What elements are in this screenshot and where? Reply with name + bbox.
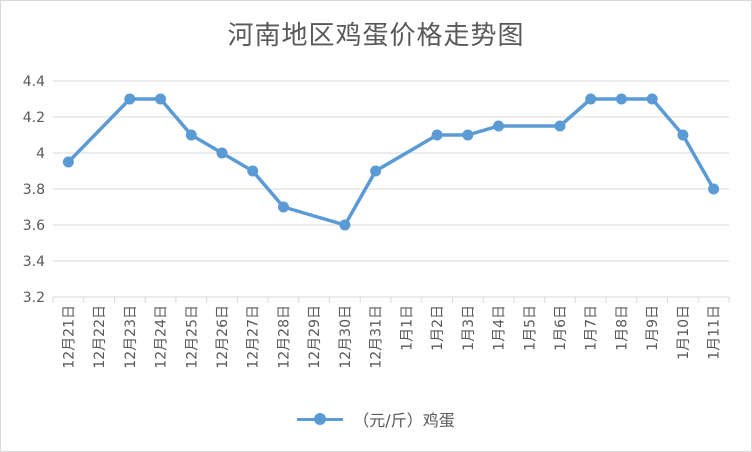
data-point: [431, 129, 443, 141]
series-line: [66, 97, 716, 227]
chart-legend: （元/斤）鸡蛋: [1, 407, 751, 431]
y-tick-label: 4.4: [23, 74, 45, 90]
x-tick-label: 1月8日: [614, 305, 630, 351]
x-tick-label: 1月10日: [676, 305, 692, 360]
x-tick-label: 12月26日: [215, 305, 231, 369]
x-tick-label: 12月30日: [338, 305, 354, 369]
data-point: [615, 93, 627, 105]
x-tick-label: 12月29日: [307, 305, 323, 369]
y-tick-label: 3.8: [23, 182, 45, 198]
legend-series-marker: [297, 412, 344, 426]
x-tick-label: 1月3日: [461, 305, 477, 351]
y-tick-label: 3.4: [23, 254, 45, 270]
data-point: [646, 93, 658, 105]
data-point: [124, 93, 136, 105]
data-point: [493, 120, 505, 132]
data-point: [277, 201, 289, 213]
x-tick-label: 12月24日: [154, 305, 170, 369]
x-tick-label: 12月25日: [184, 305, 200, 369]
x-tick-label: 1月1日: [399, 305, 415, 351]
x-tick-label: 1月2日: [430, 305, 446, 351]
data-point: [370, 165, 382, 177]
x-tick-label: 12月23日: [123, 305, 139, 369]
y-tick-label: 3.6: [23, 218, 45, 234]
data-point: [247, 165, 259, 177]
x-tick-label: 1月4日: [492, 305, 508, 351]
data-point: [708, 183, 720, 195]
data-point: [677, 129, 689, 141]
data-point: [62, 156, 74, 168]
x-tick-label: 12月31日: [369, 305, 385, 369]
x-tick-label: 12月21日: [61, 305, 77, 369]
legend-series-label: （元/斤）鸡蛋: [353, 411, 455, 430]
chart-title: 河南地区鸡蛋价格走势图: [227, 21, 525, 51]
x-tick-label: 12月28日: [276, 305, 292, 369]
x-tick-label: 1月6日: [553, 305, 569, 351]
data-point: [216, 147, 228, 159]
x-tick-label: 12月22日: [92, 305, 108, 369]
data-point: [585, 93, 597, 105]
x-tick-label: 1月7日: [584, 305, 600, 351]
x-tick-label: 12月27日: [246, 305, 262, 369]
data-point: [185, 129, 197, 141]
x-tick-label: 1月9日: [645, 305, 661, 351]
y-tick-label: 4.2: [23, 110, 45, 126]
y-tick-label: 4: [36, 146, 45, 162]
data-point: [554, 120, 566, 132]
data-point: [339, 219, 351, 231]
y-tick-label: 3.2: [23, 290, 45, 306]
data-point: [462, 129, 474, 141]
data-point: [155, 93, 167, 105]
x-tick-label: 1月5日: [522, 305, 538, 351]
x-tick-label: 1月11日: [707, 305, 723, 360]
